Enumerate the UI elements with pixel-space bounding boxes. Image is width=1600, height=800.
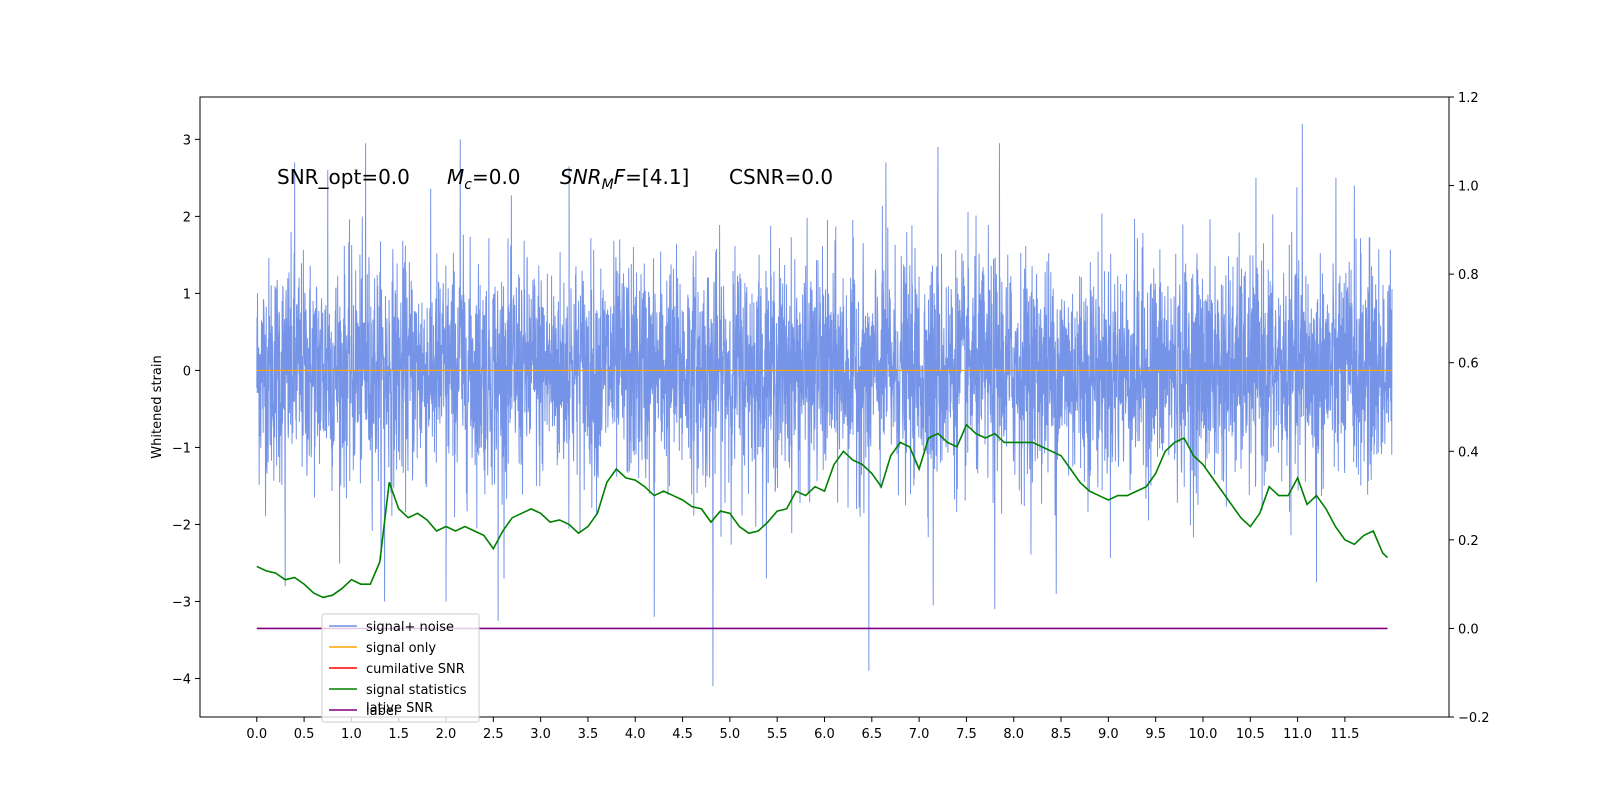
x-tick-label: 10.0 bbox=[1189, 727, 1218, 742]
series-line-signal-statistics bbox=[256, 423, 1389, 599]
x-tick-label: 1.5 bbox=[388, 727, 409, 742]
x-tick-label: 5.5 bbox=[767, 727, 788, 742]
x-tick-label: 5.0 bbox=[720, 727, 741, 742]
x-tick-label: 1.0 bbox=[341, 727, 362, 742]
x-tick-label: 3.5 bbox=[578, 727, 599, 742]
annotation-mc-var: M bbox=[447, 165, 464, 189]
x-tick-label: 4.0 bbox=[625, 727, 646, 742]
annotation-csnr: CSNR=0.0 bbox=[729, 165, 833, 189]
y-tick-label-left: −3 bbox=[172, 595, 191, 610]
x-tick-label: 4.5 bbox=[672, 727, 693, 742]
legend-entries: signal+ noise signal only cumilative SNR si… bbox=[329, 620, 467, 719]
legend-label-signal-statistics: signal statistics bbox=[366, 683, 467, 698]
y-tick-label-right: 0.8 bbox=[1458, 268, 1479, 283]
x-tick-label: 11.5 bbox=[1330, 727, 1359, 742]
y-tick-label-right: 0.6 bbox=[1458, 357, 1479, 372]
x-tick-label: 3.0 bbox=[530, 727, 551, 742]
annotation-mc: Mc=0.0 bbox=[447, 165, 521, 193]
x-tick-label: 0.0 bbox=[246, 727, 267, 742]
legend: lative SNR signal+ noise signal only cumil… bbox=[321, 613, 480, 723]
y-tick-label-left: −4 bbox=[172, 672, 191, 687]
x-tick-label: 9.5 bbox=[1145, 727, 1166, 742]
x-tick-label: 7.0 bbox=[909, 727, 930, 742]
y-tick-label-left: 0 bbox=[183, 364, 191, 379]
y-axis-right: 1.2 1.0 0.8 0.6 0.4 0.2 0.0 −0.2 bbox=[1449, 91, 1490, 726]
y-tick-label-left: 3 bbox=[183, 133, 191, 148]
y-tick-label-right: 0.0 bbox=[1458, 622, 1479, 637]
y-tick-label-left: 1 bbox=[183, 287, 191, 302]
legend-label-label: label bbox=[366, 704, 397, 719]
x-tick-label: 6.5 bbox=[861, 727, 882, 742]
y-axis-left: 3 2 1 0 −1 −2 −3 −4 bbox=[172, 133, 200, 687]
legend-label-signal-only: signal only bbox=[366, 641, 436, 656]
series-signal-noise bbox=[256, 123, 1393, 687]
y-tick-label-right: 0.2 bbox=[1458, 534, 1479, 549]
y-tick-label-right: 1.0 bbox=[1458, 180, 1479, 195]
annotation-snr-mf: SNRMF=[4.1] bbox=[560, 165, 689, 193]
y-tick-label-left: −1 bbox=[172, 441, 191, 456]
legend-ghost-text: lative SNR bbox=[366, 701, 433, 716]
signal-noise-line bbox=[256, 123, 1393, 687]
x-axis: 0.0 0.5 1.0 1.5 2.0 2.5 3.0 3.5 4.0 4.5 5.0 5.5 6.0 6… bbox=[246, 717, 1359, 742]
x-tick-label: 8.5 bbox=[1051, 727, 1072, 742]
x-tick-label: 11.0 bbox=[1283, 727, 1312, 742]
annotation-mc-value: =0.0 bbox=[472, 165, 521, 189]
annotation-snrmf-value: =[4.1] bbox=[625, 165, 689, 189]
y-axis-label: Whitened strain bbox=[150, 355, 165, 458]
annotation-snr-opt: SNR_opt=0.0 bbox=[277, 165, 410, 189]
x-tick-label: 0.5 bbox=[294, 727, 315, 742]
x-tick-label: 2.5 bbox=[483, 727, 504, 742]
annotation-snrmf-var2: F bbox=[614, 165, 626, 189]
y-tick-label-left: −2 bbox=[172, 518, 191, 533]
y-tick-label-right: 1.2 bbox=[1458, 91, 1479, 106]
x-tick-label: 8.0 bbox=[1003, 727, 1024, 742]
annotation-row: SNR_opt=0.0 Mc=0.0 SNRMF=[4.1] CSNR=0.0 bbox=[277, 165, 833, 193]
annotation-snrmf-var: SNR bbox=[560, 165, 602, 189]
x-tick-label: 10.5 bbox=[1236, 727, 1265, 742]
legend-label-cumilative-snr: cumilative SNR bbox=[366, 662, 465, 677]
annotation-mc-sub: c bbox=[464, 177, 472, 193]
legend-box bbox=[321, 613, 480, 723]
y-tick-label-right: 0.4 bbox=[1458, 445, 1479, 460]
legend-label-signal-noise: signal+ noise bbox=[366, 620, 454, 635]
y-tick-label-right: −0.2 bbox=[1458, 711, 1490, 726]
x-tick-label: 9.0 bbox=[1098, 727, 1119, 742]
x-tick-label: 2.0 bbox=[436, 727, 457, 742]
annotation-snrmf-sub: M bbox=[602, 177, 614, 193]
x-tick-label: 7.5 bbox=[956, 727, 977, 742]
x-tick-label: 6.0 bbox=[814, 727, 835, 742]
y-tick-label-left: 2 bbox=[183, 210, 191, 225]
